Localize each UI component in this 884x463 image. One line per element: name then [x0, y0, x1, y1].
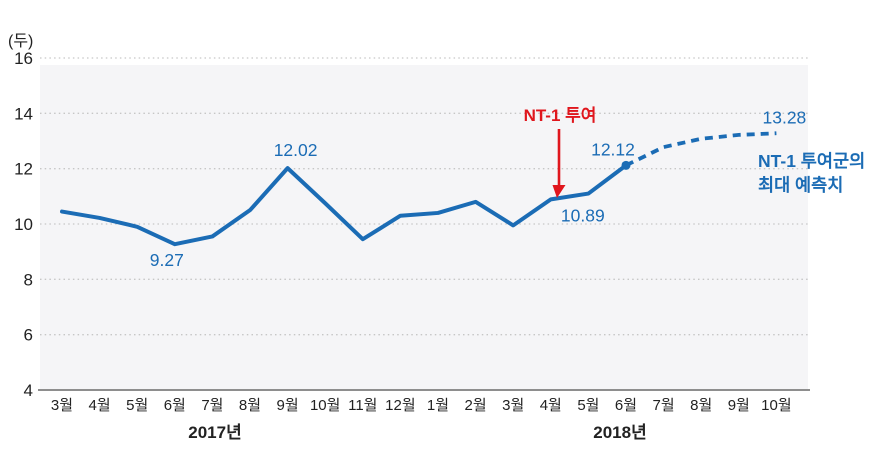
x-tick-label: 3월: [51, 397, 73, 414]
x-tick-label: 8월: [239, 397, 261, 414]
y-tick-label: 6: [24, 326, 33, 345]
data-label-12.02: 12.02: [274, 140, 318, 160]
y-axis-unit-label: (두): [8, 33, 34, 50]
x-tick-label: 5월: [126, 397, 148, 414]
year-label: 2017년: [188, 423, 241, 442]
x-tick-label: 5월: [577, 397, 599, 414]
y-tick-label: 16: [14, 49, 33, 68]
x-tick-label: 10월: [761, 397, 792, 414]
annotation-nt1-label: NT-1 투여: [524, 106, 597, 125]
annotation-arrow-head: [552, 185, 566, 198]
y-tick-label: 4: [24, 381, 33, 400]
x-tick-label: 1월: [427, 397, 449, 414]
x-tick-label: 4월: [540, 397, 562, 414]
y-tick-label: 14: [14, 104, 33, 123]
x-tick-label: 9월: [277, 397, 299, 414]
x-tick-label: 4월: [89, 397, 111, 414]
x-tick-label: 11월: [348, 397, 377, 414]
annotation-forecast-note: 최대 예측치: [758, 175, 843, 195]
x-tick-label: 8월: [690, 397, 712, 414]
data-point-marker: [621, 160, 631, 170]
x-tick-label: 3월: [502, 397, 524, 414]
data-label-13.28: 13.28: [763, 107, 807, 127]
forecast-line: [625, 131, 777, 168]
data-label-9.27: 9.27: [150, 250, 184, 270]
x-tick-label: 6월: [615, 397, 637, 414]
x-tick-label: 2월: [465, 397, 487, 414]
plot-background: [40, 65, 808, 390]
data-label-10.89: 10.89: [561, 205, 605, 225]
x-tick-label: 6월: [164, 397, 186, 414]
annotation-forecast-note: NT-1 투여군의: [758, 151, 865, 171]
x-tick-label: 7월: [201, 397, 223, 414]
x-tick-label: 12월: [385, 397, 416, 414]
x-tick-label: 7월: [653, 397, 675, 414]
data-label-12.12: 12.12: [591, 139, 635, 159]
y-tick-label: 10: [14, 215, 33, 234]
y-tick-label: 12: [14, 160, 33, 179]
y-tick-label: 8: [24, 270, 33, 289]
year-label: 2018년: [593, 423, 646, 442]
x-tick-label: 10월: [310, 397, 341, 414]
x-tick-label: 9월: [728, 397, 750, 414]
observed-line: [60, 163, 628, 247]
